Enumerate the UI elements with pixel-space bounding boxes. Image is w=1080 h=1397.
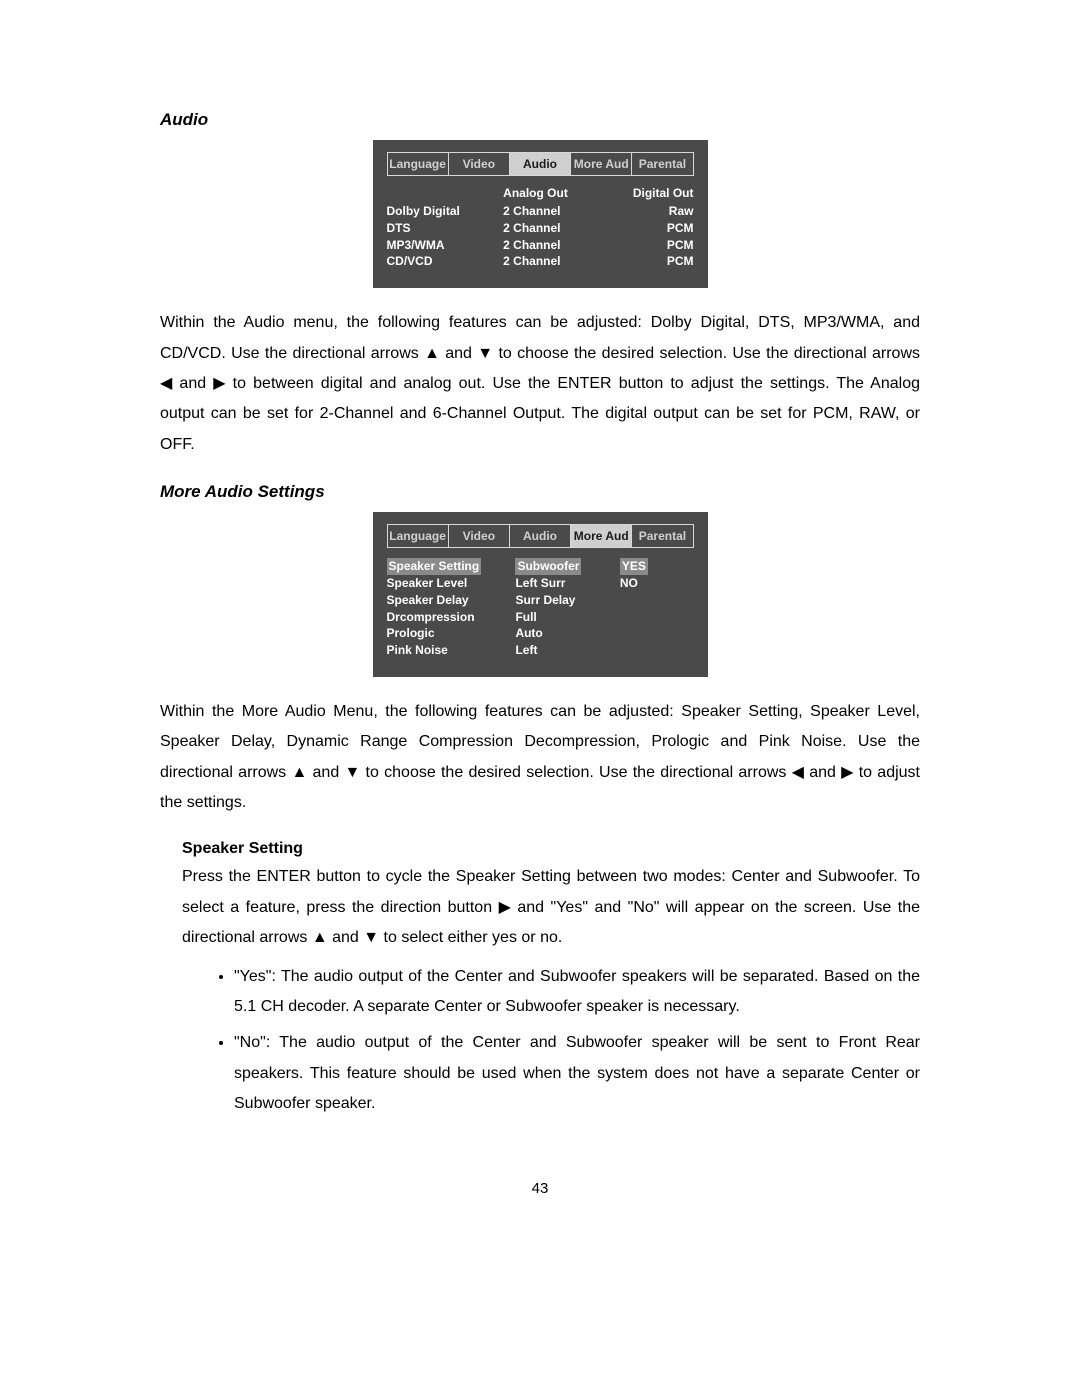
bullet-no: "No": The audio output of the Center and… <box>234 1028 920 1119</box>
tab-more-aud-2[interactable]: More Aud <box>571 525 632 547</box>
ma-row-1: Speaker Level Left Surr NO <box>387 575 694 592</box>
audio-row-dts: DTS 2 Channel PCM <box>387 220 694 237</box>
tab-parental[interactable]: Parental <box>632 153 692 175</box>
down-arrow-icon: ▼ <box>344 758 360 788</box>
section-title-more-audio: More Audio Settings <box>160 482 920 502</box>
audio-paragraph: Within the Audio menu, the following fea… <box>160 308 920 460</box>
left-arrow-icon: ◀ <box>792 758 804 788</box>
right-arrow-icon: ▶ <box>841 758 853 788</box>
tab-audio[interactable]: Audio <box>510 153 571 175</box>
right-arrow-icon: ▶ <box>499 893 511 923</box>
tab-audio-2[interactable]: Audio <box>510 525 571 547</box>
audio-row-dolby: Dolby Digital 2 Channel Raw <box>387 203 694 220</box>
more-audio-menu-tabs: Language Video Audio More Aud Parental <box>387 524 694 548</box>
bullet-yes: "Yes": The audio output of the Center an… <box>234 962 920 1023</box>
tab-parental-2[interactable]: Parental <box>632 525 692 547</box>
ma-row-4: Prologic Auto <box>387 625 694 642</box>
ma-row-0: Speaker Setting Subwoofer YES <box>387 558 694 575</box>
ma-val-subwoofer: Subwoofer <box>515 558 581 575</box>
audio-row-mp3: MP3/WMA 2 Channel PCM <box>387 237 694 254</box>
right-arrow-icon: ▶ <box>213 369 225 399</box>
audio-menu-wrap: Language Video Audio More Aud Parental A… <box>160 140 920 288</box>
more-audio-menu: Language Video Audio More Aud Parental S… <box>373 512 708 677</box>
ma-row-3: Drcompression Full <box>387 609 694 626</box>
audio-menu: Language Video Audio More Aud Parental A… <box>373 140 708 288</box>
more-audio-menu-wrap: Language Video Audio More Aud Parental S… <box>160 512 920 677</box>
audio-menu-tabs: Language Video Audio More Aud Parental <box>387 152 694 176</box>
down-arrow-icon: ▼ <box>363 923 379 953</box>
manual-page: Audio Language Video Audio More Aud Pare… <box>0 0 1080 1257</box>
page-number: 43 <box>160 1180 920 1197</box>
tab-more-aud[interactable]: More Aud <box>571 153 632 175</box>
ma-opt-yes: YES <box>620 558 648 575</box>
ma-row-5: Pink Noise Left <box>387 642 694 659</box>
tab-language[interactable]: Language <box>388 153 449 175</box>
tab-video[interactable]: Video <box>449 153 510 175</box>
header-digital: Digital Out <box>608 186 694 200</box>
speaker-setting-paragraph: Press the ENTER button to cycle the Spea… <box>182 862 920 953</box>
down-arrow-icon: ▼ <box>477 339 493 369</box>
up-arrow-icon: ▲ <box>312 923 328 953</box>
section-title-audio: Audio <box>160 110 920 130</box>
ma-label-speaker-setting: Speaker Setting <box>387 558 482 575</box>
left-arrow-icon: ◀ <box>160 369 172 399</box>
audio-menu-header-row: Analog Out Digital Out <box>387 186 694 200</box>
header-analog: Analog Out <box>503 186 607 200</box>
tab-video-2[interactable]: Video <box>449 525 510 547</box>
speaker-setting-heading: Speaker Setting <box>182 840 920 858</box>
up-arrow-icon: ▲ <box>424 339 440 369</box>
up-arrow-icon: ▲ <box>291 758 307 788</box>
tab-language-2[interactable]: Language <box>388 525 449 547</box>
audio-row-cd: CD/VCD 2 Channel PCM <box>387 253 694 270</box>
ma-row-2: Speaker Delay Surr Delay <box>387 592 694 609</box>
speaker-setting-bullets: "Yes": The audio output of the Center an… <box>204 962 920 1120</box>
more-audio-paragraph: Within the More Audio Menu, the followin… <box>160 697 920 819</box>
